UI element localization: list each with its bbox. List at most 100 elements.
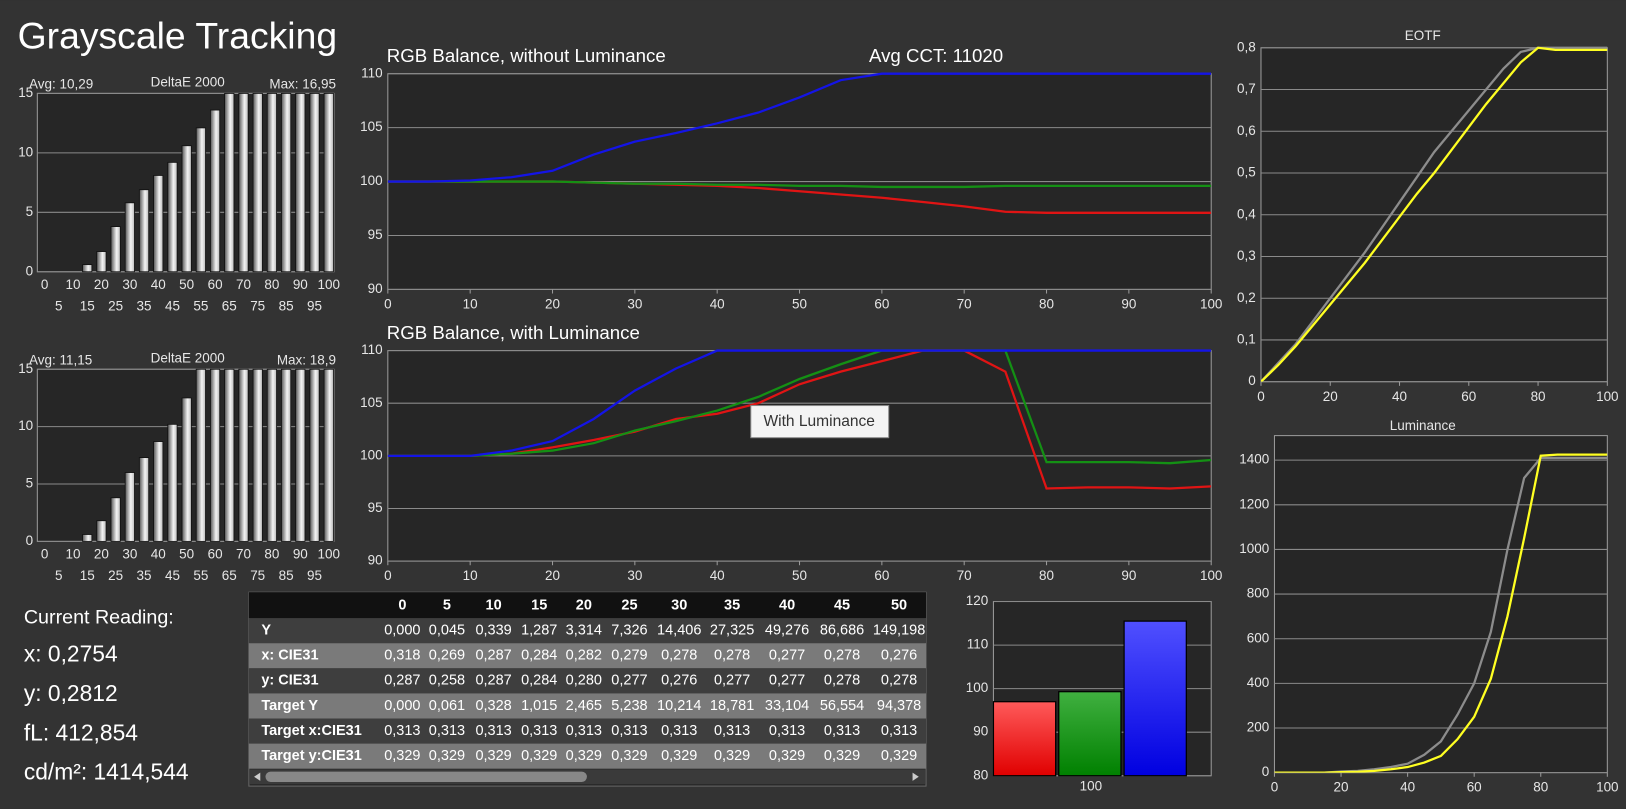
x-tick-label: 40 [151, 277, 166, 292]
y-tick-label: 100 [360, 173, 382, 188]
x-tick-label: 95 [307, 568, 322, 583]
y-tick-label: 0 [1248, 373, 1256, 388]
x-tick-label: 40 [1400, 780, 1415, 795]
x-tick-label: 0 [384, 568, 392, 583]
x-tick-label: 100 [1596, 780, 1618, 795]
series-line [387, 349, 1212, 465]
row-label: y: CIE31 [261, 673, 318, 689]
x-tick-label: 15 [80, 568, 95, 583]
bar [153, 175, 164, 273]
x-tick-label: 75 [250, 299, 265, 314]
cell: 0,284 [521, 648, 557, 664]
bar [153, 441, 164, 542]
x-tick-label: 5 [55, 299, 63, 314]
x-tick-label: 70 [236, 277, 251, 292]
bar [295, 92, 306, 273]
cell: 0,061 [429, 698, 465, 714]
x-tick-label: 10 [463, 297, 478, 312]
cell: 0,278 [714, 648, 750, 664]
x-tick-label: 30 [122, 546, 137, 561]
tooltip-box [750, 405, 890, 439]
bar [195, 368, 206, 542]
series-line [387, 72, 1212, 183]
reading-line: x: 0,2754 [24, 640, 118, 666]
x-tick-label: 0 [41, 277, 48, 292]
x-tick-label: 35 [137, 568, 152, 583]
bar [138, 189, 150, 273]
cell: 33,104 [765, 698, 809, 714]
x-tick-label: 30 [122, 277, 137, 292]
x-tick-label: 70 [957, 568, 972, 583]
table-row [248, 618, 927, 644]
y-tick-label: 15 [18, 361, 33, 376]
cell: 0,329 [661, 748, 697, 764]
y-tick-label: 120 [966, 593, 988, 608]
cell: 0,279 [611, 648, 647, 664]
column-header: 40 [779, 598, 795, 614]
x-tick-label: 80 [1039, 568, 1054, 583]
x-tick-label: 60 [208, 277, 223, 292]
y-tick-label: 0,4 [1237, 206, 1256, 221]
row-label: x: CIE31 [261, 648, 318, 664]
cell: 0,313 [566, 723, 602, 739]
scroll-left [254, 772, 261, 781]
table-row [248, 743, 927, 769]
cell: 0,318 [384, 648, 420, 664]
y-tick-label: 0,8 [1237, 39, 1256, 54]
row-label: Target x:CIE31 [261, 723, 361, 739]
y-tick-label: 0 [1262, 764, 1270, 779]
x-tick-label: 100 [1200, 297, 1222, 312]
cell: 0,313 [611, 723, 647, 739]
bar [195, 127, 206, 273]
x-tick-label: 40 [710, 297, 725, 312]
reading-heading: Current Reading: [24, 606, 174, 628]
bar [181, 145, 192, 273]
y-tick-label: 100 [360, 447, 382, 462]
bar [224, 92, 235, 273]
cell: 3,314 [566, 622, 602, 638]
y-tick-label: 1000 [1239, 541, 1269, 556]
y-tick-label: 105 [360, 119, 382, 134]
y-tick-label: 5 [26, 476, 34, 491]
cell: 0,339 [475, 622, 511, 638]
bar [281, 92, 292, 273]
bar [167, 161, 178, 273]
y-tick-label: 0 [26, 533, 34, 548]
table-header [248, 592, 927, 619]
cell: 2,465 [566, 698, 602, 714]
bar [96, 520, 107, 542]
x-tick-label: 20 [545, 297, 560, 312]
y-tick-label: 90 [368, 553, 383, 568]
cell: 0,329 [384, 748, 420, 764]
cell: 0,282 [566, 648, 602, 664]
x-tick-label: 50 [179, 546, 194, 561]
cell: 0,329 [824, 748, 860, 764]
cell: 0,329 [714, 748, 750, 764]
table-row [248, 718, 927, 744]
series-line [1260, 46, 1608, 382]
x-tick-label: 0 [384, 297, 392, 312]
x-tick-label: 40 [710, 568, 725, 583]
y-tick-label: 0 [26, 263, 34, 278]
x-tick-label: 45 [165, 299, 180, 314]
x-tick-label: 30 [627, 568, 642, 583]
column-header: 10 [486, 598, 502, 614]
bar [295, 368, 306, 542]
max-label: Max: 16,95 [269, 77, 336, 92]
cell: 0,313 [384, 723, 420, 739]
cell: 0,278 [661, 648, 697, 664]
cell: 0,000 [384, 698, 420, 714]
cell: 0,276 [881, 648, 917, 664]
cell: 0,277 [769, 648, 805, 664]
x-tick-label: 45 [165, 568, 180, 583]
y-tick-label: 800 [1247, 586, 1269, 601]
cell: 0,000 [384, 622, 420, 638]
x-tick-label: 20 [94, 277, 109, 292]
y-tick-label: 600 [1247, 630, 1269, 645]
avg-cct: Avg CCT: 11020 [869, 45, 1003, 66]
cell: 0,287 [384, 673, 420, 689]
bar [252, 92, 263, 273]
cell: 0,284 [521, 673, 557, 689]
x-tick-label: 75 [250, 568, 265, 583]
